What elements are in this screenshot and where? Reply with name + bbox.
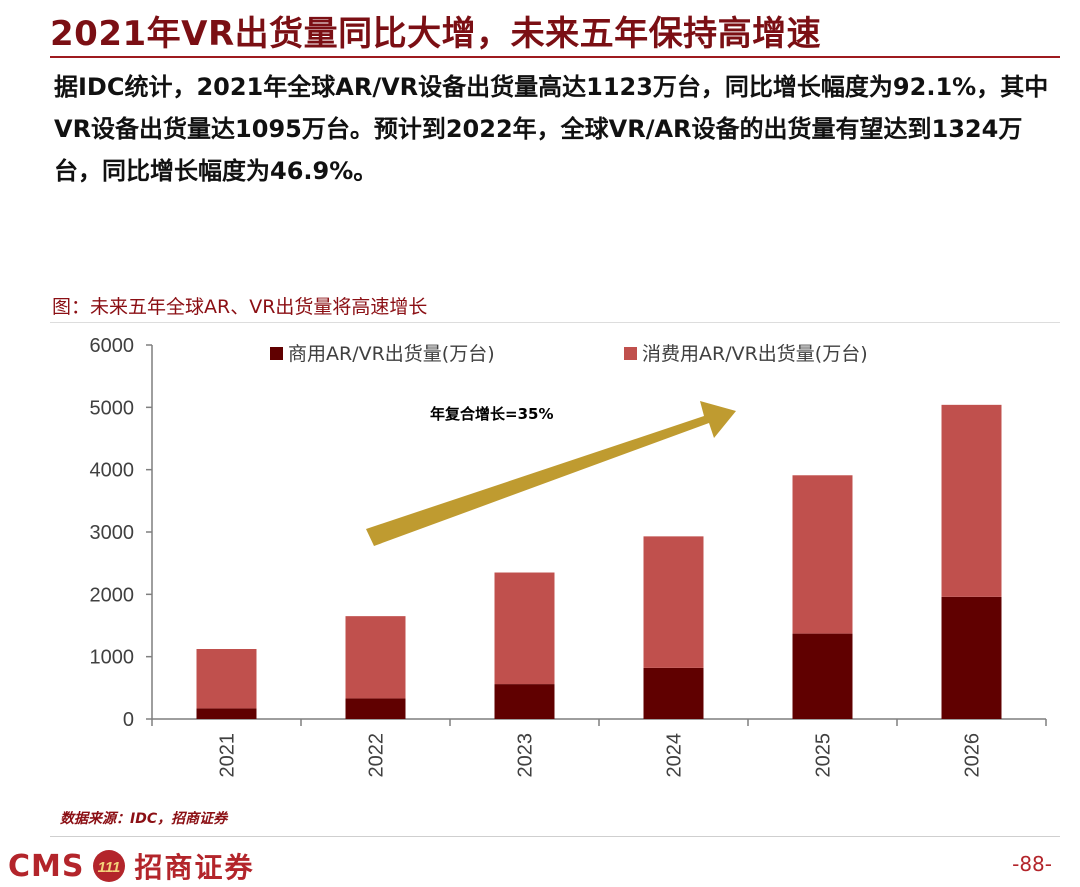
x-tick-label: 2024 <box>664 733 686 778</box>
chart-title: 图：未来五年全球AR、VR出货量将高速增长 <box>52 296 428 318</box>
brand-logo: CMS 111 招商证券 <box>8 846 255 886</box>
y-tick-label: 5000 <box>90 397 135 419</box>
bar-consumer <box>941 404 1002 597</box>
bar-commercial <box>792 633 853 719</box>
page-number: -88- <box>1012 852 1052 876</box>
footer-divider <box>50 836 1060 837</box>
legend-swatch-commercial <box>270 347 283 360</box>
bar-consumer <box>345 616 406 699</box>
bar-consumer <box>494 572 555 685</box>
y-tick-label: 1000 <box>90 647 135 669</box>
y-tick-label: 3000 <box>90 522 135 544</box>
bar-consumer <box>643 536 704 668</box>
x-tick-label: 2021 <box>217 733 239 778</box>
y-tick-label: 4000 <box>90 460 135 482</box>
x-tick-label: 2022 <box>366 733 388 778</box>
bar-consumer <box>792 475 853 634</box>
data-source: 数据来源：IDC，招商证券 <box>60 811 228 827</box>
cagr-annotation: 年复合增长=35% <box>430 405 553 423</box>
brand-emblem-icon: 111 <box>93 850 126 882</box>
page-title: 2021年VR出货量同比大增，未来五年保持高增速 <box>50 14 822 54</box>
stacked-bar-chart: 0 1000 2000 3000 4000 5000 6000 2021 2022 2023 202… <box>90 335 1047 778</box>
bar-commercial <box>941 596 1002 719</box>
growth-arrow <box>366 401 736 546</box>
brand-name: 招商证券 <box>134 851 255 884</box>
bar-consumer <box>196 648 257 709</box>
legend-label-commercial: 商用AR/VR出货量(万台) <box>288 343 495 365</box>
chart-frame: 0 1000 2000 3000 4000 5000 6000 2021 2022 2023 202… <box>50 322 1060 801</box>
brand-abbreviation: CMS <box>8 848 85 884</box>
y-tick-label: 0 <box>123 709 134 731</box>
x-tick-label: 2026 <box>962 733 984 778</box>
bar-commercial <box>643 667 704 719</box>
intro-paragraph: 据IDC统计，2021年全球AR/VR设备出货量高达1123万台，同比增长幅度为… <box>54 73 1049 185</box>
bar-commercial <box>494 684 555 719</box>
bar-commercial <box>196 708 257 719</box>
legend-swatch-consumer <box>624 347 637 360</box>
x-tick-label: 2025 <box>813 733 835 778</box>
x-tick-label: 2023 <box>515 733 537 778</box>
bar-commercial <box>345 698 406 719</box>
title-divider <box>50 56 1060 58</box>
legend-label-consumer: 消费用AR/VR出货量(万台) <box>642 343 868 365</box>
y-tick-label: 6000 <box>90 335 135 357</box>
y-tick-label: 2000 <box>90 584 135 606</box>
svg-text:111: 111 <box>98 859 121 876</box>
